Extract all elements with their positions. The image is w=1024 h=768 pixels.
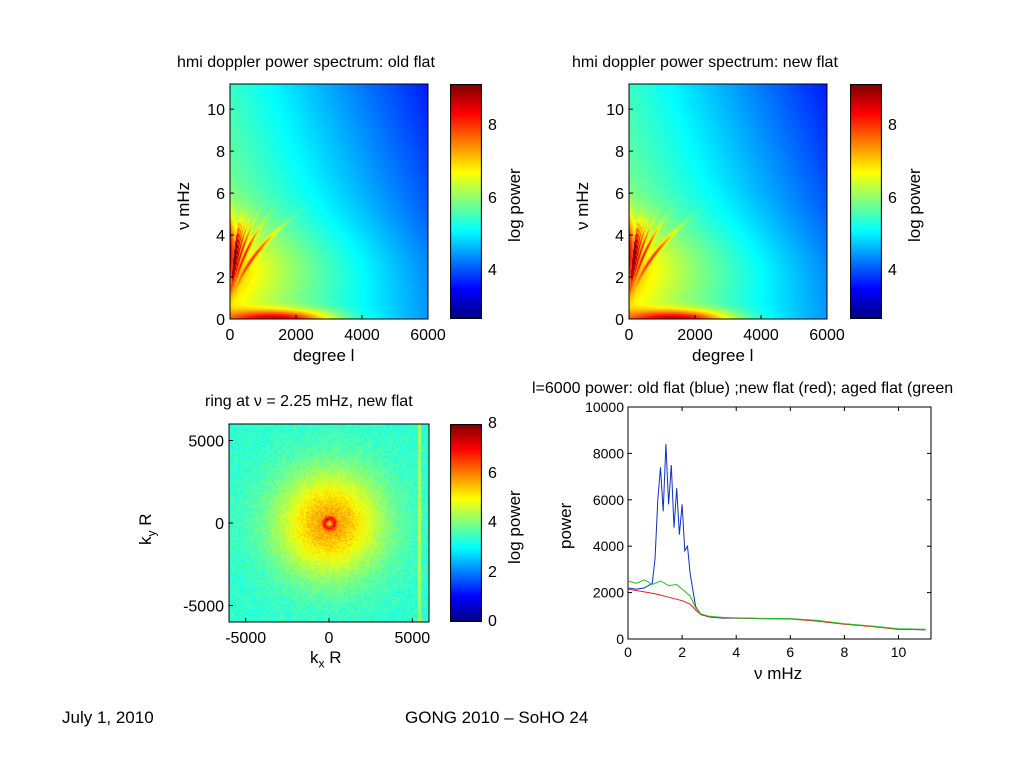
chart2-colorbar	[850, 84, 882, 319]
chart2-xlabel: degree l	[692, 346, 754, 365]
chart2-xtick-label: 0	[625, 327, 634, 344]
chart1-ytick-label: 4	[216, 228, 225, 245]
chart2-frame	[628, 83, 828, 320]
chart3-title: ring at ν = 2.25 mHz, new flat	[205, 393, 413, 410]
chart2-cb-tick: 4	[888, 262, 897, 279]
chart3-cb-tick: 2	[488, 564, 497, 581]
chart4-xtick-label: 6	[786, 644, 794, 660]
chart3-xtick-label: 0	[325, 630, 334, 647]
chart4-xtick-label: 10	[891, 644, 907, 660]
chart4-ytick-label: 0	[616, 631, 624, 647]
chart3-xtick-label: -5000	[225, 630, 266, 647]
chart2-ytick-label: 0	[615, 312, 624, 329]
chart1-xtick-label: 0	[226, 327, 235, 344]
footer-date: July 1, 2010	[62, 708, 154, 727]
chart4-xtick-label: 8	[841, 644, 849, 660]
chart3-cb-tick: 8	[488, 415, 497, 432]
chart1-xtick-label: 4000	[344, 327, 380, 344]
chart3-heatmap	[229, 424, 429, 622]
chart4-xtick-label: 2	[678, 644, 686, 660]
chart1-heatmap	[230, 84, 428, 319]
chart1-ytick-label: 6	[216, 186, 225, 203]
chart3-xlabel: kx R	[310, 648, 342, 671]
chart1-cb-tick: 8	[488, 117, 497, 134]
chart2-cb-tick: 8	[888, 117, 897, 134]
chart3-ytick-label: -5000	[183, 599, 224, 616]
chart3-xtick-label: 5000	[395, 630, 431, 647]
chart4-series-aged-flat	[627, 579, 926, 630]
chart2-xtick-label: 4000	[743, 327, 779, 344]
chart2-xtick-label: 2000	[677, 327, 713, 344]
chart1-cb-tick: 6	[488, 190, 497, 207]
chart1-ytick-label: 8	[216, 144, 225, 161]
chart2-title: hmi doppler power spectrum: new flat	[572, 54, 838, 71]
chart4-ytick-label: 10000	[585, 399, 624, 415]
chart2-ytick-label: 4	[615, 228, 624, 245]
chart2-ytick-label: 6	[615, 186, 624, 203]
chart3-colorbar	[450, 424, 482, 622]
chart1-title: hmi doppler power spectrum: old flat	[177, 54, 435, 71]
chart3-cb-tick: 6	[488, 465, 497, 482]
chart1-ytick-label: 0	[216, 312, 225, 329]
chart1-xtick-label: 6000	[410, 327, 446, 344]
chart4-xlabel: ν mHz	[754, 664, 803, 683]
chart3-cb-tick: 4	[488, 514, 497, 531]
chart4-xtick-label: 0	[624, 644, 632, 660]
chart1-colorbar	[450, 84, 482, 319]
chart2-xtick-label: 6000	[809, 327, 845, 344]
chart1-xlabel: degree l	[293, 346, 355, 365]
chart4-ytick-label: 4000	[593, 538, 624, 554]
chart4-xtick-label: 4	[732, 644, 740, 660]
chart2-ytick-label: 8	[615, 144, 624, 161]
chart3-ytick-label: 5000	[188, 434, 224, 451]
chart3-ytick-label: 0	[215, 516, 224, 533]
footer-conference: GONG 2010 – SoHO 24	[405, 708, 589, 727]
chart1-frame	[229, 83, 429, 320]
chart4-title: l=6000 power: old flat (blue) ;new flat …	[532, 380, 954, 397]
chart4-ytick-label: 6000	[593, 492, 624, 508]
chart3-cb-tick: 0	[488, 613, 497, 630]
chart4-ytick-label: 2000	[593, 585, 624, 601]
chart1-xtick-label: 2000	[278, 327, 314, 344]
chart2-ytick-label: 2	[615, 270, 624, 287]
chart2-ytick-label: 10	[606, 102, 624, 119]
chart4-ylabel: power	[556, 502, 575, 549]
chart2-heatmap	[629, 84, 827, 319]
chart4-ytick-label: 8000	[593, 445, 624, 461]
chart1-ytick-label: 2	[216, 270, 225, 287]
chart2-cb-tick: 6	[888, 190, 897, 207]
chart1-ytick-label: 10	[207, 102, 225, 119]
chart1-cb-tick: 4	[488, 262, 497, 279]
